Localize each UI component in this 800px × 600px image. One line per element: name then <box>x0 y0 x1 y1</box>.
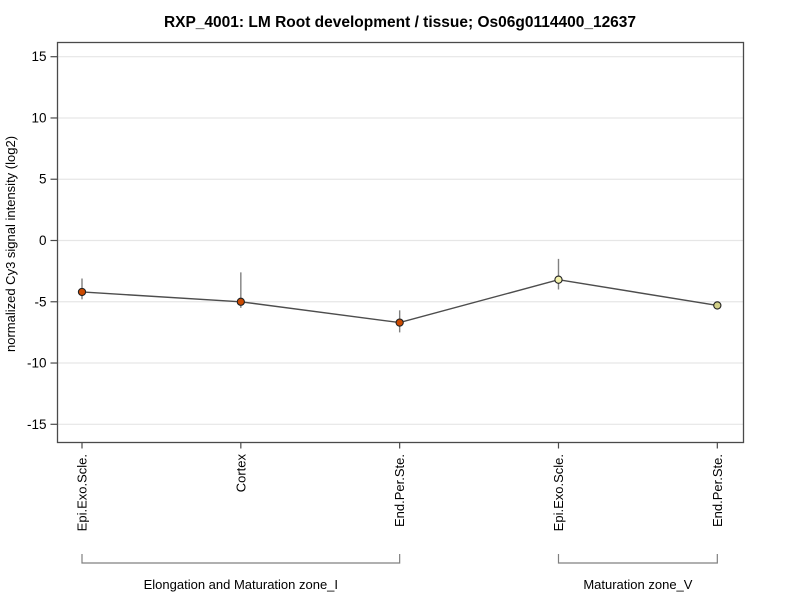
x-tick-label: End.Per.Ste. <box>392 454 407 527</box>
group-brackets: Elongation and Maturation zone_I Maturati… <box>81 554 718 592</box>
x-tick-label: Epi.Exo.Scle. <box>75 454 90 531</box>
y-tick-label: -10 <box>27 356 47 371</box>
data-point <box>395 318 404 327</box>
group-label: Elongation and Maturation zone_I <box>144 577 338 592</box>
x-tick-label: Cortex <box>233 454 248 493</box>
y-tick-label: 15 <box>31 49 46 64</box>
x-tick-label: Epi.Exo.Scle. <box>551 454 566 531</box>
data-point <box>77 287 87 297</box>
y-tick-label: -5 <box>34 294 46 309</box>
data-point <box>554 275 563 284</box>
group-label: Maturation zone_V <box>583 577 692 592</box>
y-tick-label: 0 <box>39 233 47 248</box>
y-axis-label: normalized Cy3 signal intensity (log2) <box>3 136 18 352</box>
group-bracket <box>81 554 401 564</box>
plot-frame <box>56 41 745 444</box>
data-point <box>713 301 722 310</box>
axis-ticks: 15 10 5 0 -5 -10 -15 Epi.Exo.Scle. Cortex End.Per… <box>27 49 725 531</box>
y-tick-label: 10 <box>31 110 46 125</box>
plot-frame-rect <box>56 41 745 444</box>
gridlines <box>57 56 744 425</box>
y-tick-label: 5 <box>39 172 47 187</box>
data-series <box>77 258 722 333</box>
chart-title: RXP_4001: LM Root development / tissue; … <box>164 14 636 31</box>
y-tick-label: -15 <box>27 417 47 432</box>
group-bracket <box>557 554 718 564</box>
x-tick-label: End.Per.Ste. <box>710 454 725 527</box>
data-point <box>236 297 245 306</box>
